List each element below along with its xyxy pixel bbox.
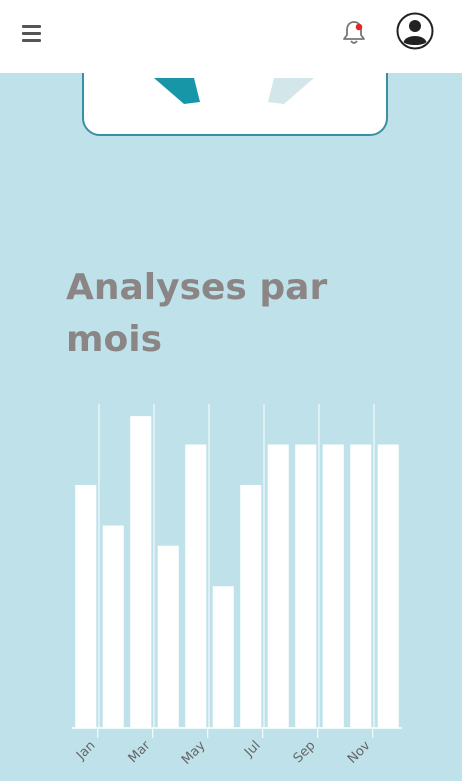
bar-jun <box>212 586 234 728</box>
x-tick-label-mar: Mar <box>126 738 154 766</box>
notification-dot <box>355 23 363 31</box>
x-tick-label-jan: Jan <box>73 738 98 763</box>
donut-chart <box>154 78 314 104</box>
app-header <box>0 0 462 73</box>
bar-jul <box>240 485 262 728</box>
bar-feb <box>102 525 124 728</box>
monthly-analyses-bar-chart: Jan Mar May Jul Sep Nov <box>72 404 402 768</box>
bar-oct <box>322 444 344 728</box>
bar-apr <box>157 545 179 728</box>
hamburger-menu-icon[interactable] <box>22 25 41 43</box>
bar-mar <box>130 416 152 728</box>
bell-icon[interactable] <box>340 18 368 46</box>
bar-sep <box>295 444 317 728</box>
donut-segment-secondary <box>268 78 314 104</box>
bar-dec <box>377 444 399 728</box>
x-tick-label-jul: Jul <box>241 738 263 760</box>
x-tick-label-may: May <box>179 738 209 768</box>
user-avatar-icon[interactable] <box>396 12 434 50</box>
x-tick-label-sep: Sep <box>291 738 319 766</box>
bar-aug <box>267 444 289 728</box>
bar-jan <box>75 485 97 728</box>
x-tick-label-nov: Nov <box>345 738 374 767</box>
bar-may <box>185 444 207 728</box>
donut-segment-primary <box>154 78 200 104</box>
bar-nov <box>350 444 372 728</box>
section-title: Analyses par mois <box>66 267 328 360</box>
